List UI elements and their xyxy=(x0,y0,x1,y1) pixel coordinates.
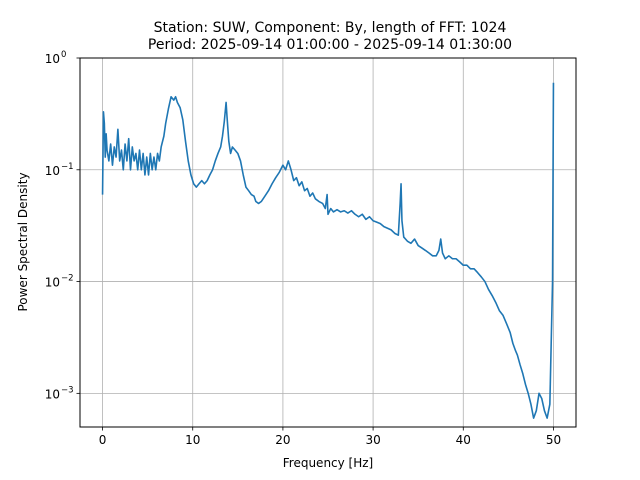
x-tick-label: 10 xyxy=(185,433,200,447)
x-axis-ticks: 0 10 20 30 40 50 xyxy=(99,427,561,447)
series-group xyxy=(101,82,555,419)
y-tick-label-base: 10 xyxy=(45,52,60,66)
psd-series-line xyxy=(101,82,555,419)
y-tick-label-exponent: 0 xyxy=(61,50,66,60)
y-tick-label-base: 10 xyxy=(45,387,60,401)
y-tick-label-exponent: −3 xyxy=(61,385,74,395)
y-tick-label: 10 0 xyxy=(45,50,67,66)
x-tick-label: 0 xyxy=(99,433,107,447)
x-axis-label: Frequency [Hz] xyxy=(283,456,374,470)
y-tick-label-exponent: −1 xyxy=(61,162,74,172)
y-tick-label-base: 10 xyxy=(45,164,60,178)
chart-title-line2: Period: 2025-09-14 01:00:00 - 2025-09-14… xyxy=(148,37,512,53)
plot-frame xyxy=(79,57,577,428)
y-axis-label: Power Spectral Density xyxy=(16,172,30,311)
y-tick-label: 10 −1 xyxy=(45,162,74,178)
x-tick-label: 20 xyxy=(275,433,290,447)
chart-title-line1: Station: SUW, Component: By, length of F… xyxy=(154,20,507,36)
y-tick-label: 10 −2 xyxy=(45,274,74,290)
x-tick-label: 40 xyxy=(456,433,471,447)
x-tick-label: 50 xyxy=(546,433,561,447)
y-tick-label-base: 10 xyxy=(45,276,60,290)
y-tick-label-exponent: −2 xyxy=(61,274,74,284)
x-tick-label: 30 xyxy=(365,433,380,447)
y-tick-label: 10 −3 xyxy=(45,385,74,401)
